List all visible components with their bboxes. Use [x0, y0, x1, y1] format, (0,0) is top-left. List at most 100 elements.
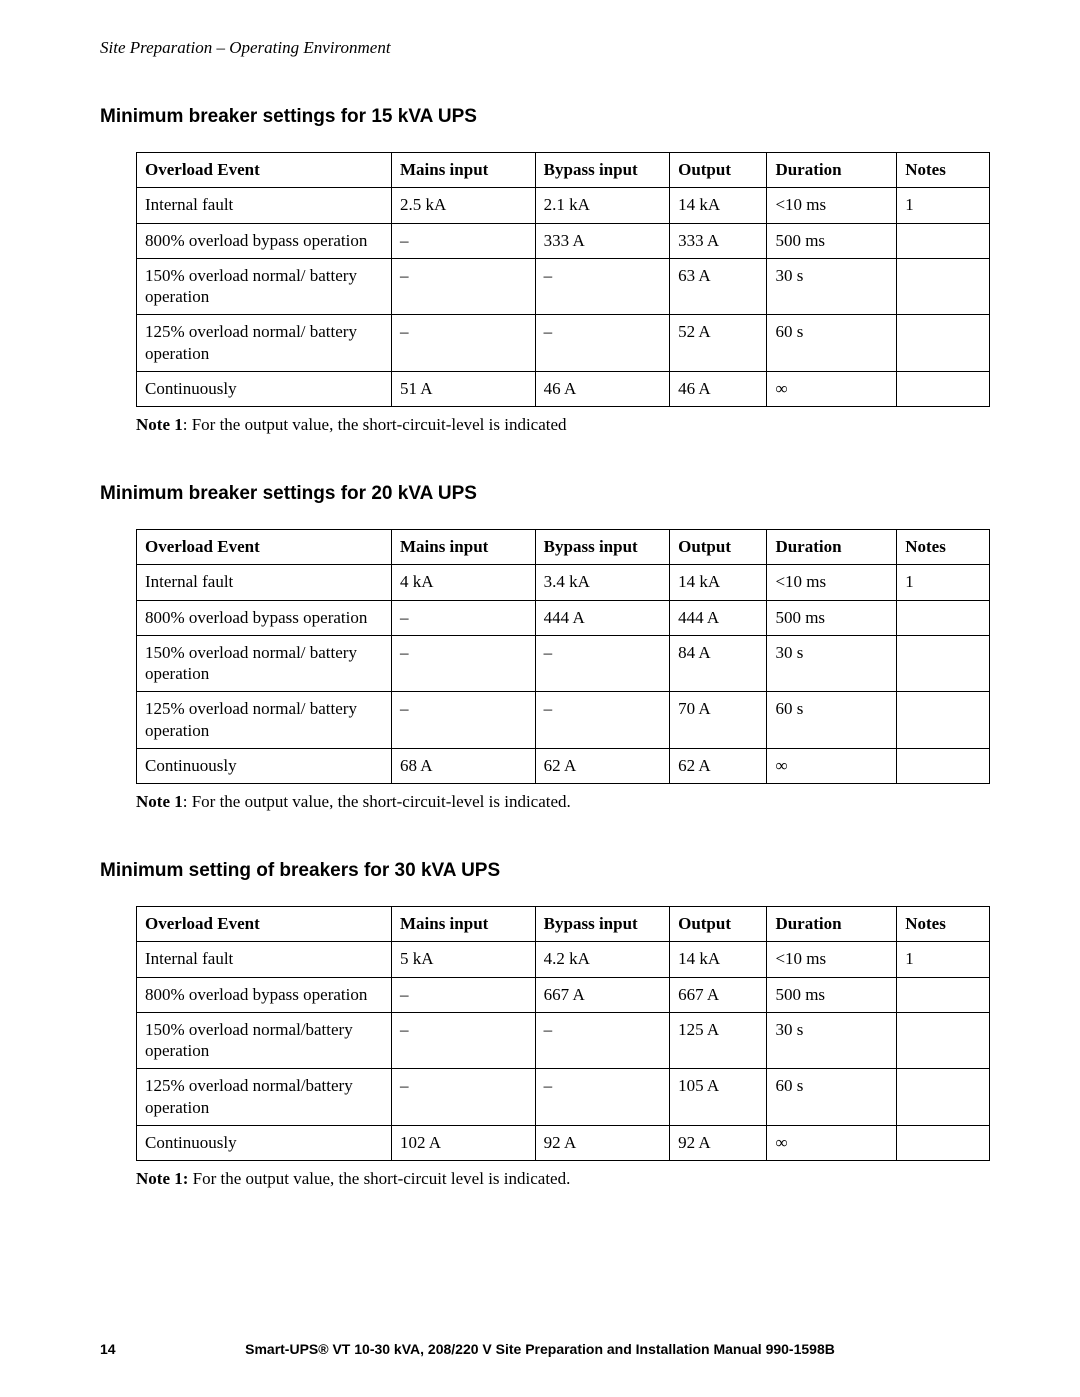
- table-row: 125% overload normal/battery operation––…: [137, 1069, 990, 1126]
- section-title: Minimum breaker settings for 15 kVA UPS: [100, 106, 990, 128]
- table-cell: Continuously: [137, 371, 392, 406]
- column-header: Notes: [897, 530, 990, 565]
- table-cell: 500 ms: [767, 977, 897, 1012]
- table-cell: 102 A: [391, 1125, 535, 1160]
- table-cell: 62 A: [670, 748, 767, 783]
- table-cell: [897, 223, 990, 258]
- table-cell: Internal fault: [137, 188, 392, 223]
- column-header: Duration: [767, 530, 897, 565]
- table-cell: 125% overload normal/ battery operation: [137, 692, 392, 749]
- column-header: Notes: [897, 153, 990, 188]
- table-row: 150% overload normal/ battery operation–…: [137, 635, 990, 692]
- table-cell: 62 A: [535, 748, 669, 783]
- column-header: Mains input: [391, 153, 535, 188]
- column-header: Duration: [767, 153, 897, 188]
- table-row: 125% overload normal/ battery operation–…: [137, 692, 990, 749]
- table-cell: 444 A: [535, 600, 669, 635]
- column-header: Mains input: [391, 907, 535, 942]
- table-row: 800% overload bypass operation–444 A444 …: [137, 600, 990, 635]
- table-cell: <10 ms: [767, 188, 897, 223]
- table-cell: 125 A: [670, 1012, 767, 1069]
- table-cell: 800% overload bypass operation: [137, 600, 392, 635]
- table-cell: 52 A: [670, 315, 767, 372]
- table-cell: Continuously: [137, 748, 392, 783]
- table-cell: –: [535, 258, 669, 315]
- table-cell: 333 A: [535, 223, 669, 258]
- table-cell: 60 s: [767, 692, 897, 749]
- column-header: Overload Event: [137, 907, 392, 942]
- table-cell: 92 A: [670, 1125, 767, 1160]
- table-cell: 1: [897, 188, 990, 223]
- table-cell: 1: [897, 565, 990, 600]
- column-header: Overload Event: [137, 153, 392, 188]
- table-cell: 500 ms: [767, 600, 897, 635]
- table-row: 800% overload bypass operation–333 A333 …: [137, 223, 990, 258]
- table-cell: 500 ms: [767, 223, 897, 258]
- column-header: Bypass input: [535, 530, 669, 565]
- table-cell: 30 s: [767, 635, 897, 692]
- table-row: Internal fault4 kA3.4 kA14 kA<10 ms1: [137, 565, 990, 600]
- table-row: Internal fault2.5 kA2.1 kA14 kA<10 ms1: [137, 188, 990, 223]
- table-cell: 14 kA: [670, 188, 767, 223]
- column-header: Output: [670, 907, 767, 942]
- breaker-table: Overload EventMains inputBypass inputOut…: [136, 906, 990, 1161]
- table-cell: [897, 748, 990, 783]
- table-cell: –: [391, 1012, 535, 1069]
- column-header: Mains input: [391, 530, 535, 565]
- column-header: Output: [670, 153, 767, 188]
- table-cell: 14 kA: [670, 942, 767, 977]
- table-cell: ∞: [767, 1125, 897, 1160]
- table-cell: 14 kA: [670, 565, 767, 600]
- table-cell: 4.2 kA: [535, 942, 669, 977]
- page-footer: 14 Smart-UPS® VT 10-30 kVA, 208/220 V Si…: [0, 1341, 1080, 1357]
- table-cell: 46 A: [535, 371, 669, 406]
- table-cell: –: [391, 315, 535, 372]
- table-note: Note 1: For the output value, the short-…: [100, 792, 990, 812]
- table-row: Continuously102 A92 A92 A∞: [137, 1125, 990, 1160]
- table-row: 800% overload bypass operation–667 A667 …: [137, 977, 990, 1012]
- table-cell: –: [391, 1069, 535, 1126]
- table-cell: 60 s: [767, 1069, 897, 1126]
- column-header: Bypass input: [535, 907, 669, 942]
- table-cell: Internal fault: [137, 942, 392, 977]
- table-cell: 800% overload bypass operation: [137, 977, 392, 1012]
- table-cell: [897, 600, 990, 635]
- table-row: 125% overload normal/ battery operation–…: [137, 315, 990, 372]
- table-cell: 46 A: [670, 371, 767, 406]
- table-cell: 30 s: [767, 1012, 897, 1069]
- table-cell: ∞: [767, 371, 897, 406]
- table-cell: 92 A: [535, 1125, 669, 1160]
- table-row: Internal fault5 kA4.2 kA14 kA<10 ms1: [137, 942, 990, 977]
- table-note: Note 1: For the output value, the short-…: [100, 1169, 990, 1189]
- table-note: Note 1: For the output value, the short-…: [100, 415, 990, 435]
- table-cell: 4 kA: [391, 565, 535, 600]
- column-header: Bypass input: [535, 153, 669, 188]
- table-cell: 30 s: [767, 258, 897, 315]
- column-header: Duration: [767, 907, 897, 942]
- table-cell: [897, 258, 990, 315]
- table-cell: 444 A: [670, 600, 767, 635]
- table-cell: ∞: [767, 748, 897, 783]
- table-cell: –: [391, 600, 535, 635]
- table-cell: 1: [897, 942, 990, 977]
- table-cell: –: [535, 1069, 669, 1126]
- table-cell: [897, 1125, 990, 1160]
- table-cell: –: [535, 1012, 669, 1069]
- table-cell: –: [391, 258, 535, 315]
- table-cell: –: [391, 692, 535, 749]
- section-title: Minimum breaker settings for 20 kVA UPS: [100, 483, 990, 505]
- table-cell: <10 ms: [767, 565, 897, 600]
- table-cell: 333 A: [670, 223, 767, 258]
- table-row: Continuously68 A62 A62 A∞: [137, 748, 990, 783]
- column-header: Overload Event: [137, 530, 392, 565]
- table-cell: [897, 1069, 990, 1126]
- table-cell: 667 A: [670, 977, 767, 1012]
- table-cell: 150% overload normal/ battery operation: [137, 635, 392, 692]
- table-cell: 800% overload bypass operation: [137, 223, 392, 258]
- table-cell: <10 ms: [767, 942, 897, 977]
- table-cell: Continuously: [137, 1125, 392, 1160]
- table-cell: 84 A: [670, 635, 767, 692]
- table-row: Continuously51 A46 A46 A∞: [137, 371, 990, 406]
- table-cell: 70 A: [670, 692, 767, 749]
- table-cell: [897, 315, 990, 372]
